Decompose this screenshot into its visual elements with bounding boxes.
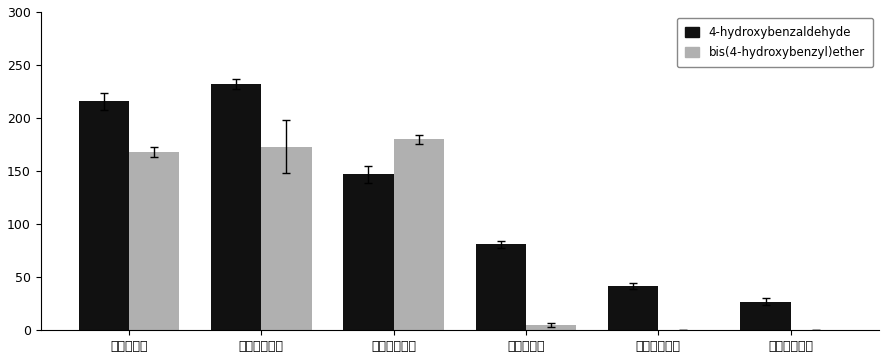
Bar	[741, 302, 790, 330]
Bar	[608, 286, 658, 330]
Bar	[261, 147, 312, 330]
Bar	[211, 84, 261, 330]
Bar	[393, 139, 444, 330]
Legend: 4-hydroxybenzaldehyde, bis(4-hydroxybenzyl)ether: 4-hydroxybenzaldehyde, bis(4-hydroxybenz…	[677, 18, 873, 67]
Bar	[476, 244, 526, 330]
Bar	[129, 152, 179, 330]
Bar	[526, 325, 576, 330]
Bar	[344, 174, 393, 330]
Bar	[79, 101, 129, 330]
